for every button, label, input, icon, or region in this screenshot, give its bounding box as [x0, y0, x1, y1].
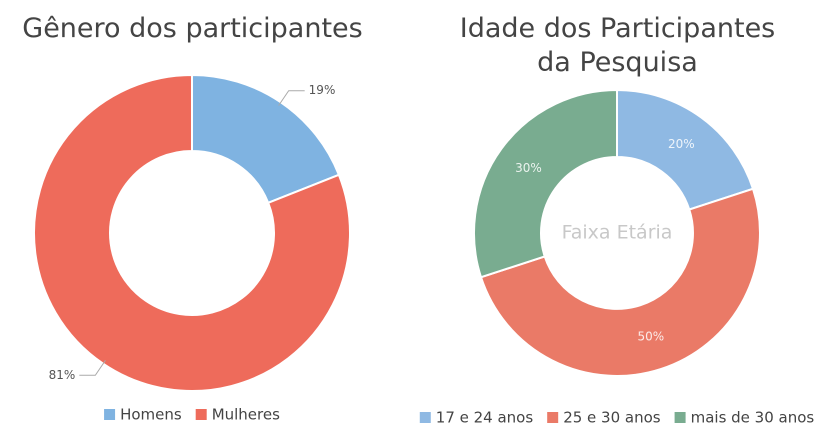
legend-label: 25 e 30 anos [563, 409, 661, 427]
legend-swatch [674, 412, 686, 423]
donut-slice [191, 73, 341, 205]
center-label: Faixa Etária [562, 222, 673, 244]
legend-swatch [195, 409, 207, 420]
leader-line [79, 360, 106, 376]
data-label: 19% [309, 83, 336, 97]
chart-title: Gênero dos participantes [22, 13, 363, 44]
donut-slice [479, 187, 761, 377]
donut-slice [473, 88, 618, 279]
legend-label: Mulheres [212, 406, 280, 424]
legend-label: Homens [120, 406, 182, 424]
data-label: 81% [49, 368, 76, 382]
legend-label: 17 e 24 anos [436, 409, 534, 427]
legend-swatch [104, 409, 116, 420]
leader-line [278, 90, 305, 106]
data-label: 30% [515, 161, 542, 175]
legend-label: mais de 30 anos [691, 409, 815, 427]
data-label: 20% [668, 137, 695, 151]
donut-slice [616, 88, 755, 211]
data-label: 50% [638, 330, 665, 344]
donut-slice [33, 73, 351, 392]
legend-swatch [419, 412, 431, 423]
legend-swatch [547, 412, 559, 423]
chart-title: Idade dos Participantes da Pesquisa [459, 13, 776, 78]
